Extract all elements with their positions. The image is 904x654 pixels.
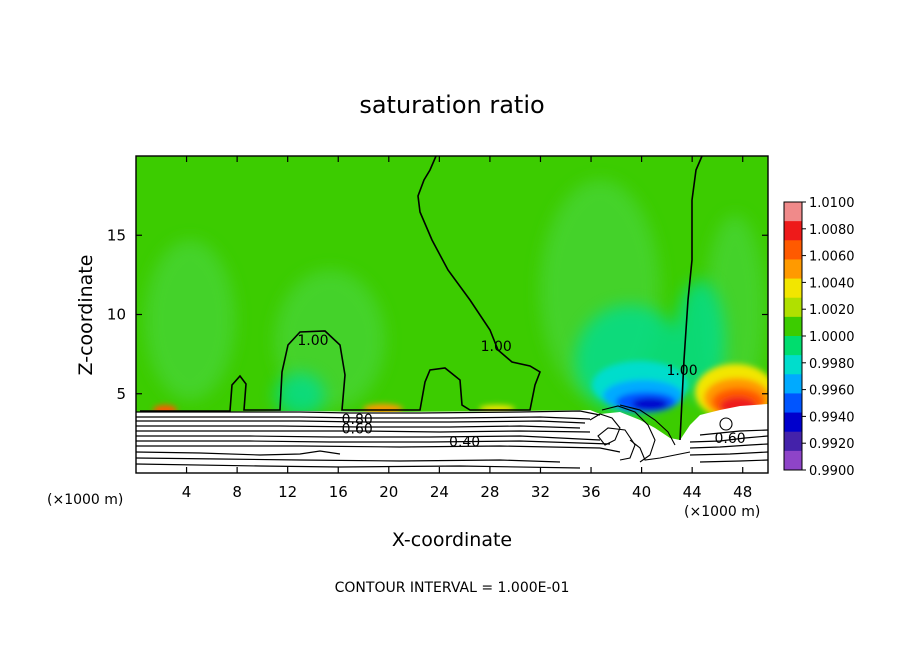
chart-title: saturation ratio: [359, 91, 544, 119]
y-axis-ticks: 5 10 15: [107, 226, 768, 403]
colorbar-swatch: [784, 374, 802, 394]
y-tick-label-15: 15: [107, 226, 126, 244]
colorbar-swatch: [784, 412, 802, 433]
x-unit-label-left: (×1000 m): [47, 492, 123, 508]
colorbar-label: 1.0020: [809, 303, 855, 318]
blue-region: [592, 361, 688, 412]
colorbar-swatch: [784, 259, 802, 280]
colorbar-label: 1.0000: [809, 330, 855, 345]
colorbar-label: 1.0080: [809, 223, 855, 238]
x-tick-label-44: 44: [683, 483, 702, 501]
x-unit-label-right: (×1000 m): [684, 504, 760, 520]
x-tick-label-48: 48: [733, 483, 752, 501]
x-tick-label-8: 8: [232, 483, 242, 501]
x-tick-label-4: 4: [182, 483, 192, 501]
colorbar-label: 0.9940: [809, 410, 855, 425]
contour-label: 0.80: [342, 412, 373, 428]
x-tick-label-40: 40: [632, 483, 651, 501]
x-tick-label-28: 28: [480, 483, 499, 501]
colorbar-swatch: [784, 355, 802, 375]
colorbar-swatch: [784, 202, 802, 222]
x-axis-ticks: 4 8 12 16 20 24 28 32 36 40 44 48: [182, 156, 752, 501]
contours-turbulent: [589, 404, 733, 463]
colorbar-swatch: [784, 316, 802, 337]
contour-label: 1.00: [481, 339, 512, 355]
x-tick-label-32: 32: [531, 483, 550, 501]
colorbar-label: 1.0060: [809, 250, 855, 265]
contour-label: 0.60: [714, 431, 745, 447]
x-tick-label-24: 24: [430, 483, 449, 501]
x-axis-label: X-coordinate: [392, 529, 512, 551]
colorbar-label: 0.9920: [809, 437, 855, 452]
x-tick-label-12: 12: [278, 483, 297, 501]
colorbar-swatch: [784, 297, 802, 318]
contour-label: 1.00: [666, 363, 697, 379]
contours-1-00: [140, 156, 703, 441]
colorbar-swatch: [784, 336, 802, 356]
x-tick-label-16: 16: [329, 483, 348, 501]
colorbar-swatch: [784, 221, 802, 241]
y-axis-label: Z-coordinate: [75, 255, 97, 376]
contour-label: 0.60: [342, 422, 373, 438]
colorbar-swatch: [784, 431, 802, 452]
colorbar-swatch: [784, 278, 802, 299]
colorbar-swatch: [784, 240, 802, 260]
contour-labels: 1.00 1.001.000.800.600.40 0.60: [297, 333, 745, 450]
colorbar-swatch: [784, 450, 802, 471]
contours-low-levels: [136, 410, 768, 469]
colorbar-label: 0.9980: [809, 357, 855, 372]
y-tick-label-10: 10: [107, 306, 126, 324]
x-tick-label-20: 20: [379, 483, 398, 501]
contour-label: 0.40: [449, 434, 480, 450]
colorbar: 1.0100 1.0080 1.0060 1.0040 1.0020 1.0000 0.99…: [783, 196, 855, 479]
colorbar-swatch: [784, 393, 802, 414]
colorbar-label: 1.0040: [809, 276, 855, 291]
colorbar-label: 0.9900: [809, 464, 855, 479]
colorbar-label: 0.9960: [809, 384, 855, 399]
colorbar-label: 1.0100: [809, 196, 855, 211]
x-tick-label-36: 36: [581, 483, 600, 501]
contour-interval-note: CONTOUR INTERVAL = 1.000E-01: [335, 580, 570, 596]
plot-area: 1.00 1.001.000.800.600.40 0.60: [136, 156, 768, 473]
y-tick-label-5: 5: [116, 385, 126, 403]
contour-label: 1.00: [297, 333, 328, 349]
